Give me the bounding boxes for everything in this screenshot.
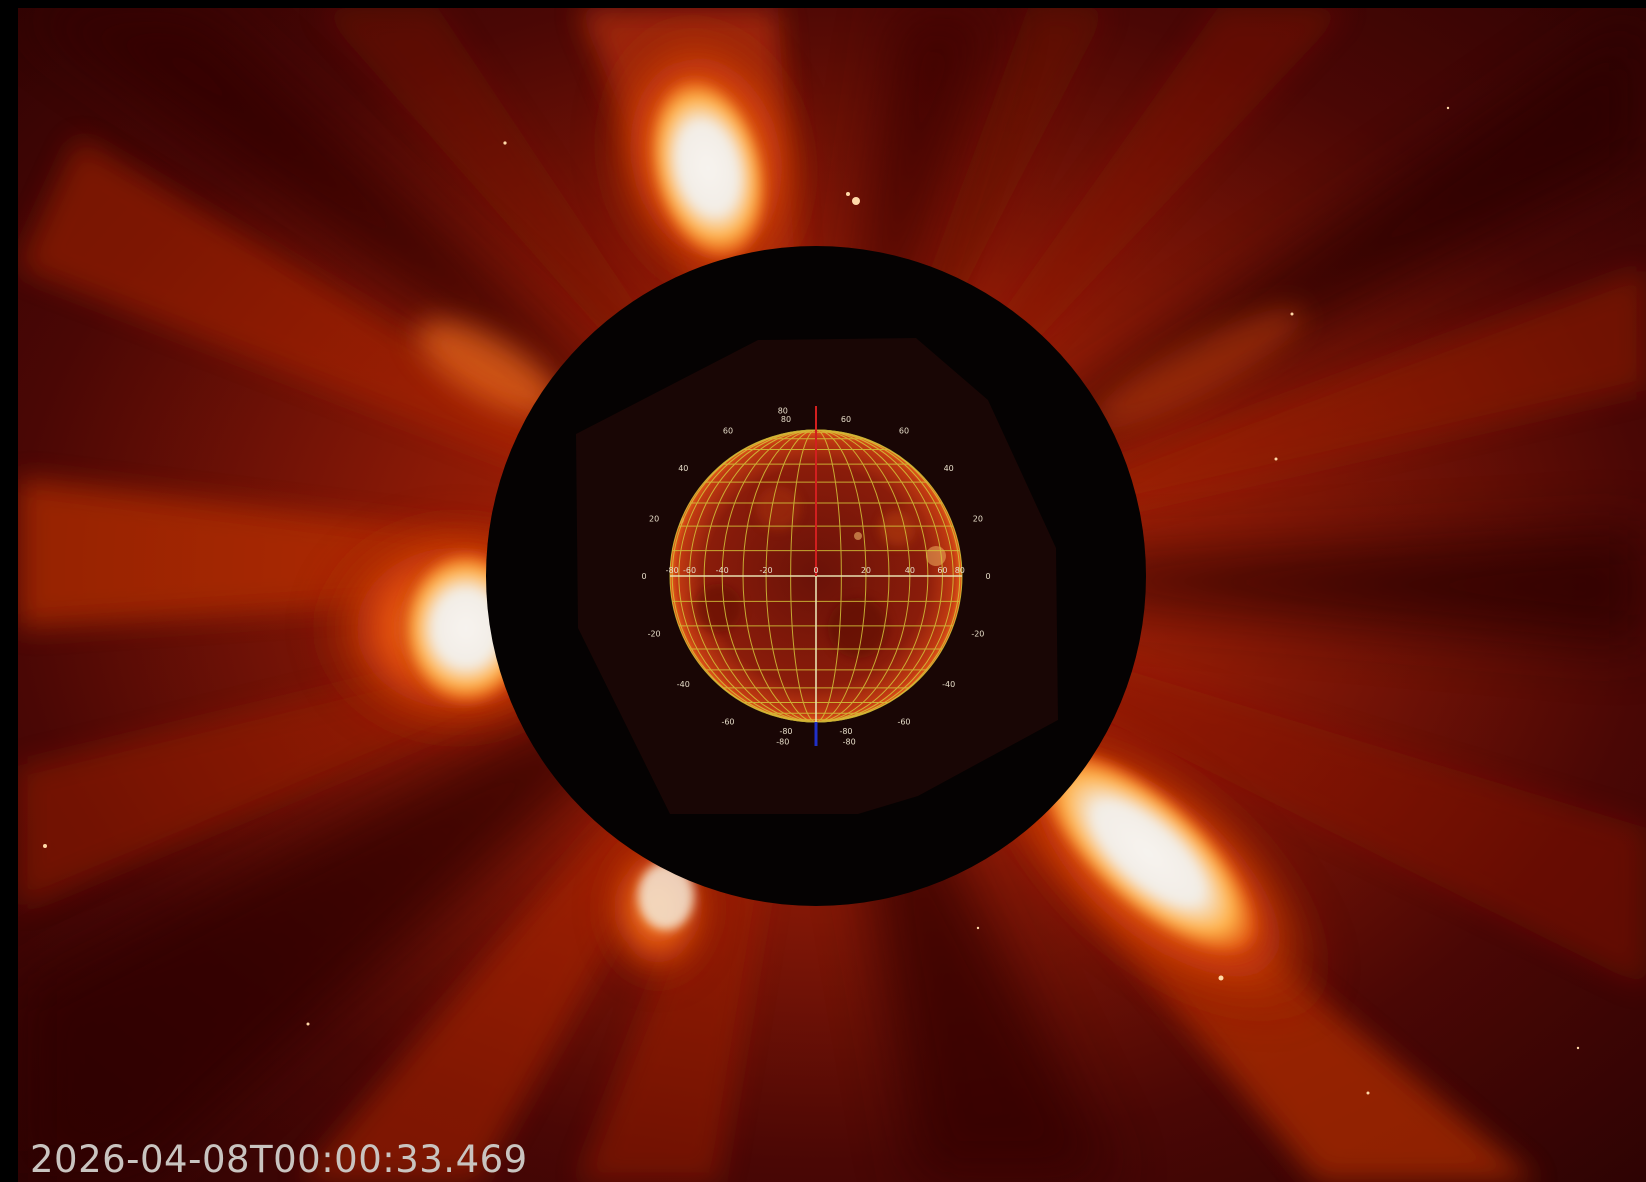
latitude-label-left: -20 (648, 629, 661, 638)
latitude-label-right: 60 (899, 427, 909, 436)
pole-label: 80 (781, 415, 791, 424)
meridian-label: 60 (937, 566, 947, 575)
pole-label: -80 (779, 727, 792, 736)
meridian-label: -60 (683, 566, 696, 575)
latitude-label-right: 0 (985, 572, 990, 581)
latitude-label-right: -20 (971, 629, 984, 638)
latitude-label-right: -40 (942, 680, 955, 689)
meridian-label: 80 (955, 566, 965, 575)
latitude-label-left: -60 (721, 717, 734, 726)
pole-label: -80 (839, 727, 852, 736)
latitude-label-right: -80 (843, 737, 856, 746)
latitude-label-left: 40 (678, 464, 688, 473)
latitude-label-right: 40 (944, 464, 954, 473)
observation-timestamp: 2026-04-08T00:00:33.469 (30, 1138, 528, 1181)
latitude-label-left: 0 (641, 572, 646, 581)
latitude-label-left: -80 (776, 737, 789, 746)
pole-label: 60 (841, 415, 851, 424)
meridian-label: -20 (760, 566, 773, 575)
meridian-label: 20 (861, 566, 871, 575)
latitude-label-left: 60 (723, 427, 733, 436)
meridian-label: 40 (905, 566, 915, 575)
meridian-label: -80 (666, 566, 679, 575)
meridian-label: -40 (716, 566, 729, 575)
star-specks (43, 106, 1580, 1095)
latitude-label-right: 20 (973, 515, 983, 524)
latitude-label-right: -60 (897, 717, 910, 726)
latitude-label-left: 80 (778, 407, 788, 416)
grid-labels: 80 60 40 20 0 -20 -40 -60 -80 60 40 20 0 -20 -40 -60 -80… (641, 407, 990, 747)
coronagraph-frame: 80 60 40 20 0 -20 -40 -60 -80 60 40 20 0 -20 -40 -60 -80… (18, 8, 1646, 1182)
meridian-label: 0 (813, 566, 818, 575)
coronagraph-image: 80 60 40 20 0 -20 -40 -60 -80 60 40 20 0 -20 -40 -60 -80… (18, 8, 1646, 1182)
latitude-label-left: -40 (677, 680, 690, 689)
latitude-label-left: 20 (649, 515, 659, 524)
solar-disk: 80 60 40 20 0 -20 -40 -60 -80 60 40 20 0 -20 -40 -60 -80… (641, 406, 991, 747)
